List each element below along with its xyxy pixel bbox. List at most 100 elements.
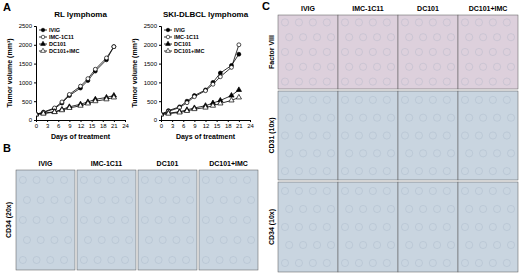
texture <box>443 19 450 26</box>
texture <box>346 150 353 157</box>
y-tick: 0 <box>29 117 36 123</box>
micrograph <box>278 182 338 272</box>
texture <box>493 150 500 157</box>
texture <box>383 259 390 266</box>
texture <box>216 216 223 223</box>
texture <box>415 48 422 55</box>
texture <box>169 216 176 223</box>
legend-entry: IMC-1C11 <box>39 34 74 40</box>
texture <box>503 259 510 266</box>
texture <box>84 236 91 243</box>
texture <box>443 132 450 139</box>
x-tick-mark <box>47 120 48 122</box>
legend-marker <box>166 41 171 45</box>
x-tick: 6 <box>182 120 186 129</box>
texture <box>313 63 320 70</box>
texture <box>369 132 376 139</box>
image-tile <box>458 15 518 89</box>
texture <box>493 34 500 41</box>
texture <box>443 48 450 55</box>
texture <box>141 216 148 223</box>
x-tick: 24 <box>247 120 254 129</box>
texture <box>369 223 376 230</box>
texture <box>187 236 194 243</box>
data-point <box>184 108 189 113</box>
texture <box>121 176 128 183</box>
texture <box>383 96 390 103</box>
texture <box>355 19 362 26</box>
texture <box>383 132 390 139</box>
x-tick-label: 21 <box>111 123 118 129</box>
data-point <box>218 71 222 75</box>
y-tick-label: 1000 <box>19 80 33 86</box>
data-point <box>203 105 208 110</box>
texture <box>406 114 413 121</box>
texture <box>461 96 468 103</box>
texture <box>65 236 72 243</box>
y-tick-mark <box>159 64 161 65</box>
texture <box>443 187 450 194</box>
texture <box>415 223 422 230</box>
texture <box>369 96 376 103</box>
texture <box>286 205 293 212</box>
y-tick-label: 2000 <box>19 42 33 48</box>
texture <box>433 63 440 70</box>
texture <box>387 114 394 121</box>
texture <box>503 78 510 85</box>
texture <box>341 259 348 266</box>
texture <box>323 132 330 139</box>
legend-label: DC101+IMC <box>174 48 204 54</box>
x-tick-mark <box>92 120 93 122</box>
texture <box>182 176 189 183</box>
micrograph <box>458 15 518 89</box>
texture <box>19 216 26 223</box>
texture <box>447 150 454 157</box>
texture <box>480 114 487 121</box>
image-tile <box>278 15 338 89</box>
texture <box>112 236 119 243</box>
texture <box>220 236 227 243</box>
texture <box>383 48 390 55</box>
texture <box>309 187 316 194</box>
data-point <box>78 103 83 108</box>
image-tile <box>77 170 136 270</box>
texture <box>420 63 427 70</box>
texture <box>429 259 436 266</box>
texture <box>300 205 307 212</box>
texture <box>94 176 101 183</box>
x-tick-label: 12 <box>203 123 210 129</box>
texture <box>98 236 105 243</box>
x-tick-label: 3 <box>171 123 175 129</box>
data-point <box>177 109 182 114</box>
texture <box>346 205 353 212</box>
texture <box>60 176 67 183</box>
legend-label: IMC-1C11 <box>174 34 199 40</box>
texture <box>234 196 241 203</box>
texture <box>327 241 334 248</box>
texture <box>406 241 413 248</box>
texture <box>360 114 367 121</box>
texture <box>281 223 288 230</box>
texture <box>507 241 514 248</box>
texture <box>373 114 380 121</box>
texture <box>507 63 514 70</box>
texture <box>475 187 482 194</box>
micrograph <box>458 91 518 180</box>
data-point <box>161 111 164 116</box>
texture <box>327 34 334 41</box>
texture <box>383 19 390 26</box>
texture <box>503 223 510 230</box>
texture <box>475 19 482 26</box>
x-tick: 9 <box>68 120 72 129</box>
texture <box>503 48 510 55</box>
data-point <box>237 52 241 56</box>
texture <box>65 196 72 203</box>
texture <box>461 259 468 266</box>
texture <box>169 176 176 183</box>
texture <box>355 78 362 85</box>
x-tick-label: 12 <box>78 123 85 129</box>
data-point <box>85 100 90 105</box>
texture <box>309 78 316 85</box>
texture <box>489 259 496 266</box>
texture <box>323 168 330 175</box>
